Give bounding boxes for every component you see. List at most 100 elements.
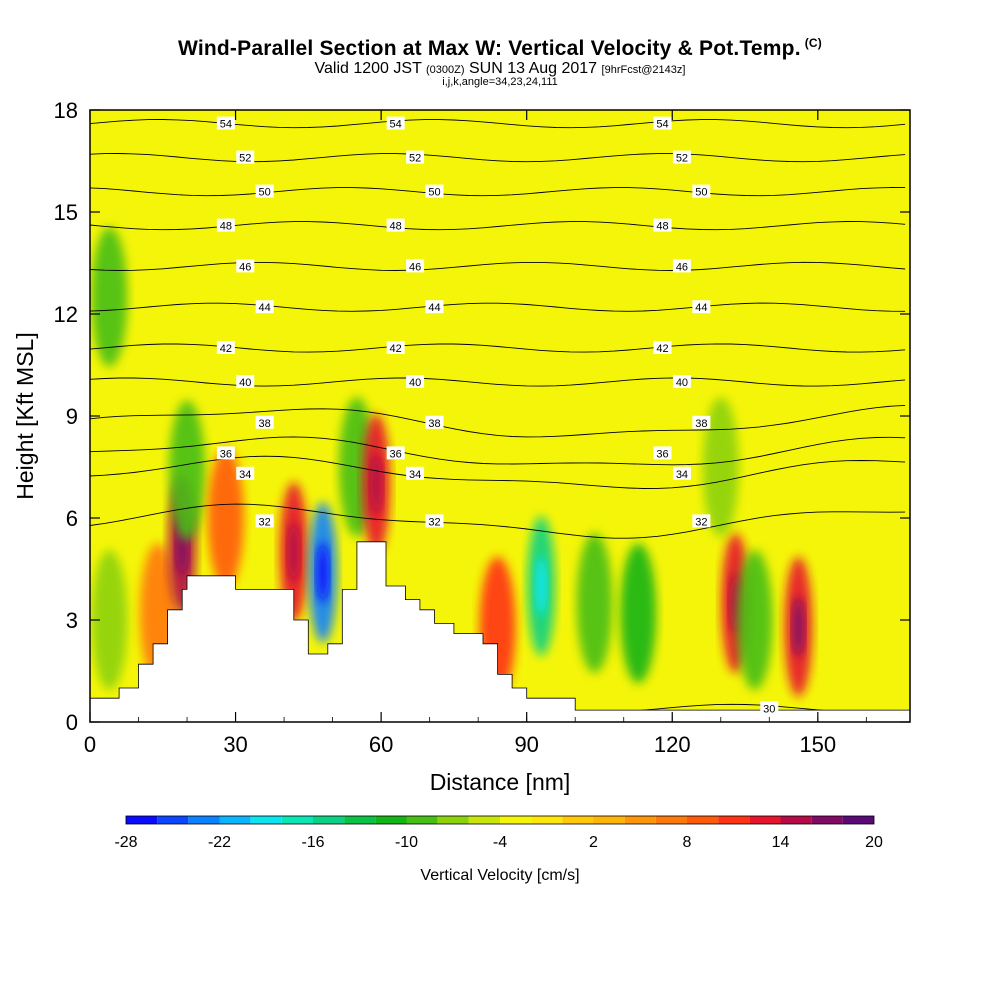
contour-label: 46 [239, 261, 251, 273]
colorbar-swatch [780, 816, 812, 824]
colorbar-swatch [219, 816, 251, 824]
contour-label-box [236, 259, 255, 273]
contour-label-box [386, 116, 405, 130]
velocity-cell-core [792, 596, 805, 657]
contour-label: 50 [428, 187, 440, 199]
contour-label-box [760, 701, 779, 715]
contour-label: 50 [695, 187, 707, 199]
theta-contour-labels: 54 54 54 52 52 52 50 50 50 48 48 48 46 46 46 44 44 44 42 42… [216, 116, 779, 715]
colorbar-swatch [126, 816, 158, 824]
contour-label: 40 [676, 377, 688, 389]
contour-label-box [425, 415, 444, 429]
contour-label: 38 [259, 418, 271, 430]
colorbar-swatch [655, 816, 687, 824]
contour-label: 50 [259, 187, 271, 199]
contour-label-box [236, 150, 255, 164]
colorbar-tick-label: -4 [493, 834, 507, 851]
contour-label: 32 [695, 516, 707, 528]
contour-label-box [386, 341, 405, 354]
colorbar-tick-label: -10 [395, 834, 418, 851]
contour-label-box [406, 150, 425, 164]
theta-contour-line [90, 503, 906, 539]
colorbar-swatch [406, 816, 438, 824]
contour-label-box [425, 300, 444, 314]
colorbar-swatch [157, 816, 189, 824]
terrain-profile [89, 541, 911, 723]
colorbar-tick-label: 8 [683, 834, 692, 851]
x-tick-label: 90 [514, 732, 538, 757]
x-tick-label: 150 [799, 732, 836, 757]
contour-label-box [692, 415, 711, 429]
colorbar-swatch [749, 816, 781, 824]
contour-label-box [692, 184, 711, 198]
colorbar-swatch [593, 816, 625, 824]
colorbar-swatch [687, 816, 719, 824]
colorbar-swatch [468, 816, 500, 824]
contour-label: 30 [763, 703, 775, 715]
contour-label-box [672, 150, 691, 164]
contour-label: 48 [220, 221, 232, 233]
y-tick-label: 12 [54, 302, 78, 327]
contour-label-box [216, 446, 235, 460]
y-tick-label: 18 [54, 98, 78, 123]
colorbar-frame [125, 815, 875, 825]
contour-label: 46 [409, 261, 421, 273]
colorbar-swatch [624, 816, 656, 824]
contour-label: 44 [695, 302, 707, 314]
velocity-cell [736, 550, 773, 690]
velocity-cell [702, 397, 739, 537]
velocity-cell [169, 400, 206, 541]
contour-label: 40 [239, 377, 251, 389]
theta-contour-line [90, 436, 906, 466]
chart-title: Wind-Parallel Section at Max W: Vertical… [178, 36, 822, 60]
contour-label: 48 [656, 221, 668, 233]
contour-label-box [216, 341, 235, 354]
contour-label: 38 [428, 418, 440, 430]
y-tick-label: 15 [54, 200, 78, 225]
contour-label: 46 [676, 261, 688, 273]
contour-label: 38 [695, 418, 707, 430]
y-tick-label: 0 [66, 710, 78, 735]
colorbar-swatch [842, 816, 874, 824]
contour-label: 52 [409, 153, 421, 165]
y-tick-label: 6 [66, 506, 78, 531]
contour-label: 54 [220, 119, 232, 131]
theta-contour-line [90, 404, 906, 438]
y-tick-label: 3 [66, 608, 78, 633]
colorbar-swatch [437, 816, 469, 824]
contour-label: 52 [239, 153, 251, 165]
contour-label: 36 [390, 448, 402, 460]
contour-label: 34 [409, 469, 421, 481]
contour-label: 44 [259, 302, 271, 314]
contour-label: 32 [428, 516, 440, 528]
contour-label: 42 [220, 343, 232, 355]
colorbar-label: Vertical Velocity [cm/s] [420, 867, 579, 884]
y-axis-label: Height [Kft MSL] [12, 332, 38, 499]
x-tick-label: 60 [369, 732, 393, 757]
velocity-cell [91, 227, 128, 367]
y-tick-label: 9 [66, 404, 78, 429]
x-tick-label: 0 [84, 732, 96, 757]
contour-label: 42 [390, 343, 402, 355]
colorbar-tick-label: 2 [589, 834, 598, 851]
colorbar-swatch [188, 816, 220, 824]
contour-label: 36 [656, 448, 668, 460]
contour-label: 54 [656, 119, 668, 131]
contour-label-box [236, 375, 255, 388]
colorbar-tick-label: -22 [208, 834, 231, 851]
colorbar-swatch [250, 816, 282, 824]
contour-label-box [672, 466, 691, 480]
contour-label: 40 [409, 377, 421, 389]
colorbar-swatch [281, 816, 313, 824]
colorbar-swatch [531, 816, 563, 824]
theta-contour-line [90, 261, 906, 271]
contour-label-box [216, 218, 235, 232]
theta-contour-line [90, 153, 906, 163]
contour-label-box [216, 116, 235, 130]
contour-label: 34 [676, 469, 688, 481]
colorbar-swatch [500, 816, 532, 824]
theta-contour-line [90, 302, 906, 312]
colorbar: -28 -22 -16 -10 -4 2 8 14 20 [114, 815, 883, 851]
contour-label-box [692, 300, 711, 314]
